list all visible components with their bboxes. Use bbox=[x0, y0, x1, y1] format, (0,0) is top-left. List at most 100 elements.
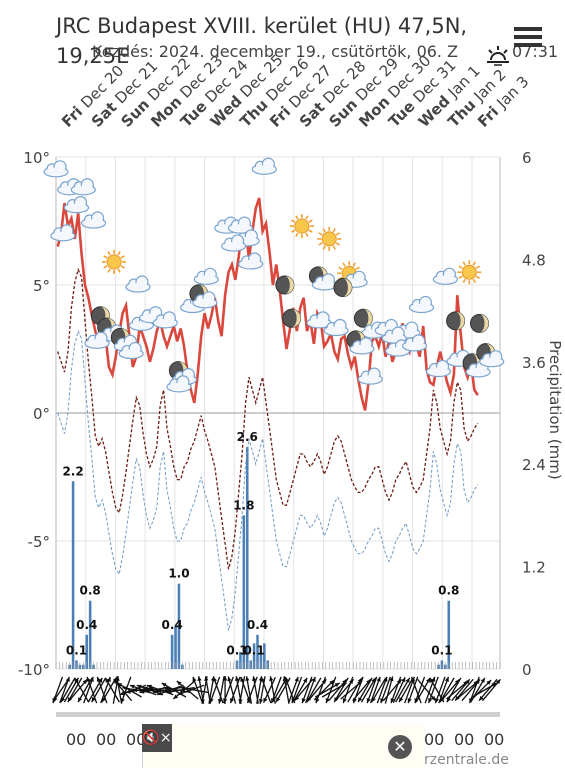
wind-arrow-shaft bbox=[68, 678, 88, 702]
wind-arrow-shaft bbox=[456, 680, 479, 700]
wind-arrow-shaft bbox=[96, 676, 108, 704]
wind-arrow-shaft bbox=[104, 677, 120, 703]
weather-icons bbox=[43, 157, 505, 393]
wind-arrow bbox=[113, 678, 133, 702]
precip-value-label: 0.1 bbox=[243, 643, 264, 657]
wind-arrow bbox=[434, 676, 446, 704]
ad-banner[interactable] bbox=[142, 724, 425, 768]
wind-arrow-shaft bbox=[270, 676, 282, 704]
wind-arrow bbox=[371, 677, 387, 703]
cloud-fill bbox=[222, 242, 245, 251]
precip-tick-label: 6 bbox=[522, 149, 532, 167]
wind-arrow-shaft bbox=[67, 677, 83, 703]
precip-bar bbox=[242, 515, 246, 669]
wind-arrow bbox=[258, 676, 266, 704]
wind-arrow-head bbox=[486, 680, 492, 685]
ad-mute-button[interactable]: 🔇× bbox=[142, 724, 172, 752]
precip-tick-label: 0 bbox=[522, 661, 532, 679]
wind-arrow-shaft bbox=[470, 679, 492, 701]
cloud-fill bbox=[130, 321, 153, 330]
wind-arrow-shaft bbox=[424, 676, 436, 704]
wind-arrow-shaft bbox=[357, 677, 373, 703]
dewpoint-line bbox=[57, 267, 479, 570]
cloud-icon bbox=[70, 178, 96, 196]
precip-value-label: 0.4 bbox=[161, 618, 182, 632]
hour-label: 00 bbox=[96, 730, 117, 749]
sun-ray bbox=[475, 265, 481, 269]
cloud-fill bbox=[65, 203, 88, 212]
cloud-icon bbox=[251, 157, 277, 175]
wind-arrow-shaft bbox=[315, 676, 327, 704]
wind-arrow-head bbox=[301, 698, 306, 704]
hamburger-menu-icon[interactable] bbox=[514, 26, 542, 48]
precip-bar bbox=[239, 651, 242, 669]
wind-arrow bbox=[91, 677, 107, 703]
wind-arrow bbox=[395, 677, 411, 703]
precip-value-label: 0.4 bbox=[247, 618, 268, 632]
wind-arrow-head bbox=[284, 676, 289, 682]
wind-arrow-head bbox=[260, 676, 265, 682]
cloud-icon bbox=[118, 341, 144, 360]
wind-arrow-shaft bbox=[239, 676, 246, 704]
cloud-icon bbox=[193, 267, 219, 285]
sun-ray bbox=[305, 215, 309, 220]
wind-arrow bbox=[428, 676, 439, 704]
wind-arrow-head bbox=[479, 695, 484, 701]
wind-arrow-shaft bbox=[166, 686, 195, 694]
sun-disc bbox=[321, 231, 337, 247]
precip-value-label: 0.1 bbox=[431, 643, 452, 657]
temp-tick-label: 10° bbox=[23, 149, 50, 167]
sun-icon bbox=[457, 260, 482, 285]
moon-icon bbox=[470, 313, 490, 333]
wind-arrow bbox=[180, 686, 209, 694]
sun-ray bbox=[117, 268, 121, 273]
wind-arrow-head bbox=[147, 684, 152, 689]
precip-bar bbox=[259, 651, 263, 669]
cloud-icon bbox=[311, 273, 337, 291]
wind-arrow-shaft bbox=[352, 678, 372, 702]
wind-arrow-shaft bbox=[417, 678, 437, 702]
sun-ray bbox=[332, 245, 336, 250]
sun-ray bbox=[305, 232, 309, 237]
wind-arrow-shaft bbox=[366, 676, 378, 704]
wind-arrow-shaft bbox=[371, 677, 387, 703]
sun-ray bbox=[322, 228, 326, 233]
sun-ray bbox=[342, 262, 346, 267]
wind-arrow-head bbox=[53, 696, 58, 702]
wind-arrow-head bbox=[366, 698, 371, 704]
wind-arrow-head bbox=[358, 697, 363, 703]
wind-arrow-shaft bbox=[407, 676, 419, 704]
cloud-icon bbox=[192, 291, 218, 309]
temp-tick-label: 5° bbox=[33, 277, 50, 295]
wind-arrow-head bbox=[276, 697, 281, 703]
precip-bar bbox=[71, 481, 75, 669]
sun-ray bbox=[107, 251, 111, 256]
ad-close-button[interactable]: ✕ bbox=[388, 735, 412, 759]
precip-value-label: 0.8 bbox=[80, 584, 101, 598]
wind-arrow-shaft bbox=[439, 677, 455, 703]
wind-arrow-shaft bbox=[227, 676, 237, 704]
wind-arrow bbox=[357, 677, 373, 703]
hour-label: 00 bbox=[454, 730, 475, 749]
wind-arrow-head bbox=[431, 695, 436, 701]
sun-icon bbox=[289, 214, 314, 239]
wind-arrow-shaft bbox=[101, 677, 117, 703]
wind-arrow-shaft bbox=[446, 680, 469, 700]
cloud-fill bbox=[193, 298, 216, 307]
scrollbar-track bbox=[56, 712, 500, 717]
wind-arrow-head bbox=[217, 698, 223, 704]
wind-arrow-shaft bbox=[74, 677, 90, 703]
cloud-fill bbox=[307, 318, 330, 327]
wind-arrow bbox=[342, 676, 354, 704]
sun-ray bbox=[322, 245, 326, 250]
wind-arrow bbox=[313, 679, 335, 701]
precip-value-label: 0.4 bbox=[76, 618, 97, 632]
wind-arrow-shaft bbox=[291, 676, 303, 704]
wind-arrow-head bbox=[204, 676, 209, 682]
precip-value-label: 1.8 bbox=[233, 498, 254, 512]
sun-ray bbox=[120, 265, 125, 269]
wind-arrow-head bbox=[376, 676, 381, 682]
wind-arrow bbox=[410, 676, 422, 704]
wind-arrow-head bbox=[383, 676, 388, 682]
